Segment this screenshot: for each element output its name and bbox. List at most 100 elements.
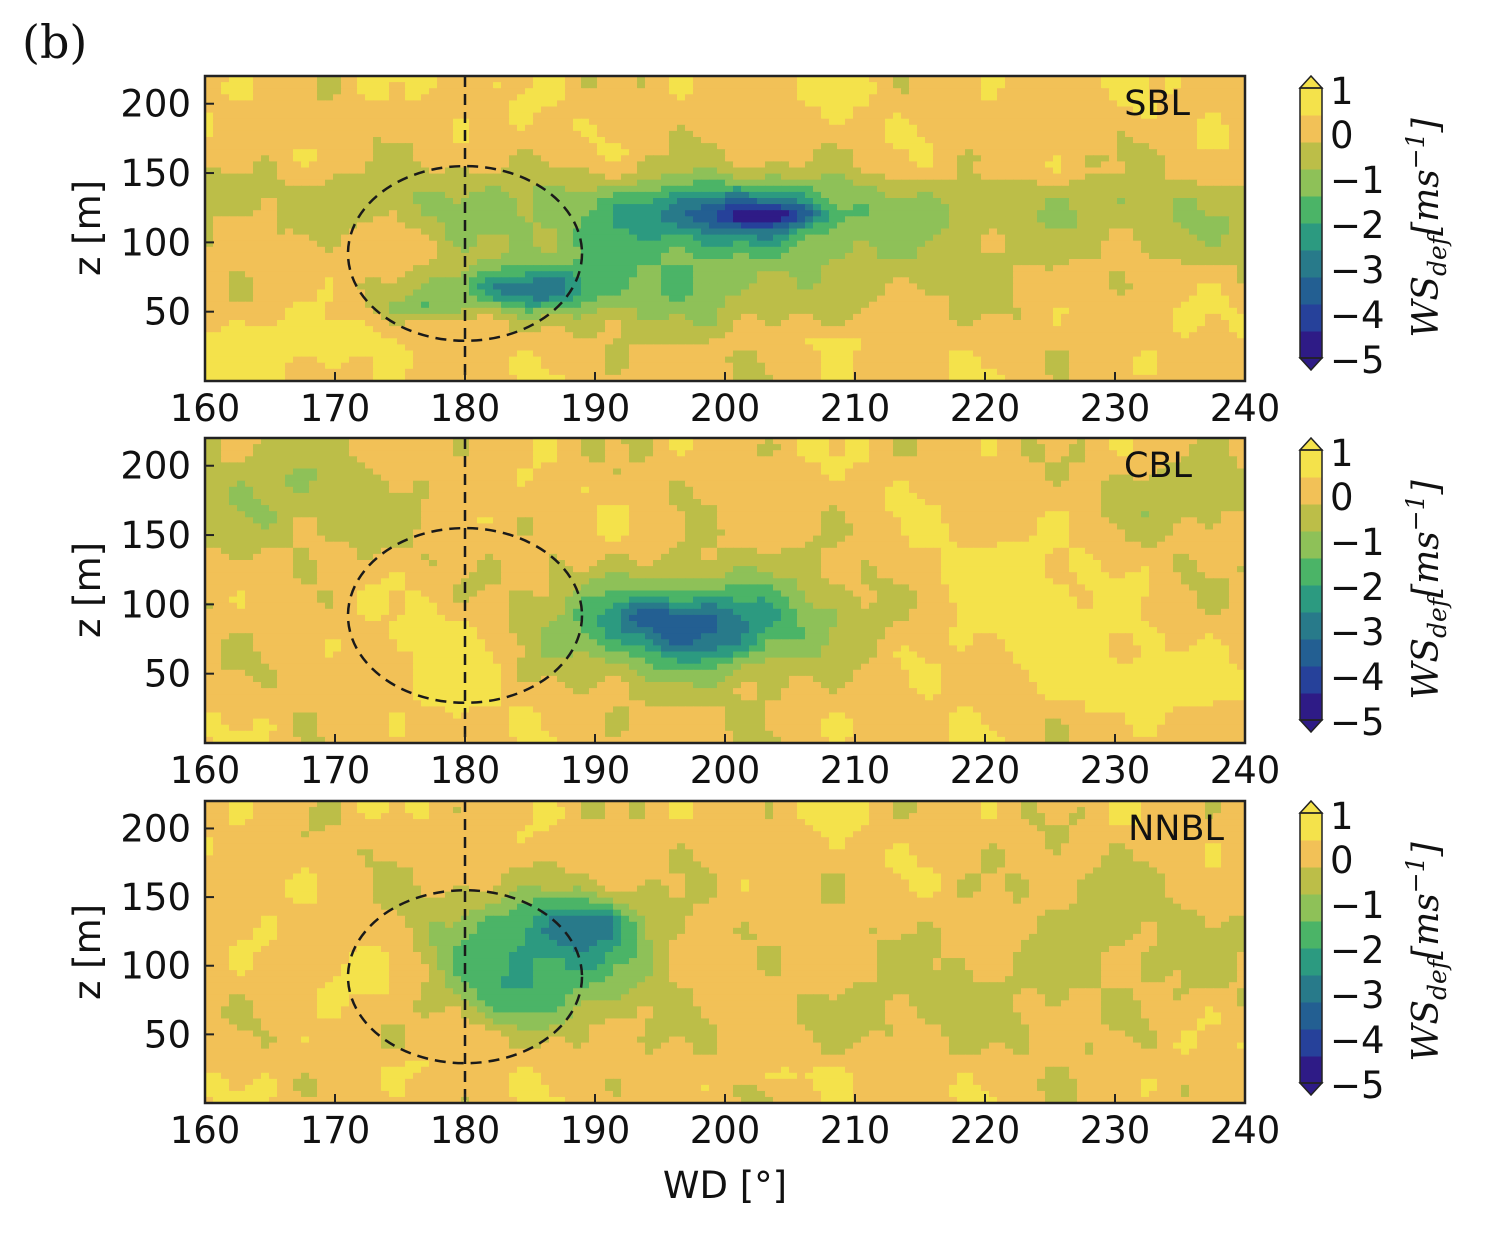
heatmap-cell [573,124,582,132]
heatmap-cell [1133,88,1142,95]
heatmap-cell [941,179,950,187]
heatmap-cell [1117,283,1126,291]
heatmap-cell [1101,191,1110,199]
heatmap-cell [453,149,462,156]
heatmap-cell [1093,295,1102,303]
heatmap-cell [613,130,622,138]
heatmap-cell [341,246,350,254]
heatmap-cell [597,271,606,278]
heatmap-cell [997,149,1006,156]
heatmap-cell [605,234,614,242]
heatmap-cell [581,307,590,315]
heatmap-cell [557,191,566,199]
heatmap-cell [1149,112,1158,120]
heatmap-cell [541,149,550,156]
heatmap-cell [429,301,438,309]
heatmap-cell [997,173,1006,181]
heatmap-cell [509,167,518,175]
heatmap-cell [1157,204,1166,211]
heatmap-cell [901,210,910,217]
heatmap-cell [413,179,422,187]
heatmap-cell [645,94,654,102]
heatmap-cell [381,130,390,138]
heatmap-cell [1165,277,1174,285]
heatmap-cell [1237,295,1245,303]
heatmap-cell [1109,301,1118,309]
heatmap-cell [1029,106,1038,114]
heatmap-cell [965,100,974,108]
heatmap-cell [789,167,798,175]
heatmap-cell [397,185,406,193]
heatmap-cell [677,265,686,272]
heatmap-cell [1109,130,1118,138]
heatmap-cell [581,106,590,114]
heatmap-cell [741,198,750,205]
heatmap-cell [693,130,702,138]
heatmap-cell [477,252,486,260]
heatmap-cell [1069,222,1078,230]
heatmap-cell [437,271,446,278]
heatmap-cell [621,149,630,156]
heatmap-cell [533,143,542,150]
heatmap-cell [461,246,470,254]
heatmap-cell [1085,100,1094,108]
heatmap-cell [389,265,398,272]
heatmap-cell [213,191,222,199]
heatmap-cell [429,222,438,230]
heatmap-cell [925,112,934,120]
heatmap-cell [597,155,606,163]
heatmap-cell [989,246,998,254]
heatmap-cell [877,271,886,278]
heatmap-cell [717,149,726,156]
heatmap-cell [925,82,934,89]
heatmap-cell [1069,82,1078,89]
heatmap-cell [445,228,454,236]
heatmap-cell [1077,240,1086,248]
heatmap-cell [509,307,518,315]
heatmap-cell [501,106,510,114]
heatmap-cell [877,112,886,120]
heatmap-cell [381,228,390,236]
heatmap-cell [717,161,726,169]
heatmap-cell [213,155,222,163]
heatmap-cell [805,222,814,230]
heatmap-cell [1077,277,1086,285]
heatmap-cell [557,283,566,291]
heatmap-cell [1141,88,1150,95]
heatmap-cell [445,259,454,266]
heatmap-cell [637,137,646,144]
heatmap-cell [317,179,326,187]
heatmap-cell [413,222,422,230]
heatmap-cell [965,173,974,181]
heatmap-cell [669,198,678,205]
heatmap-cell [1181,143,1190,150]
heatmap-cell [229,82,238,89]
heatmap-cell [357,124,366,132]
heatmap-cell [1109,222,1118,230]
heatmap-cell [1029,82,1038,89]
heatmap-cell [1133,149,1142,156]
heatmap-cell [973,198,982,205]
heatmap-cell [1213,271,1222,278]
heatmap-cell [901,173,910,181]
heatmap-cell [1109,167,1118,175]
heatmap-cell [877,94,886,102]
heatmap-cell [813,228,822,236]
heatmap-cell [437,173,446,181]
heatmap-cell [309,307,318,315]
heatmap-cell [1205,289,1214,297]
heatmap-cell [477,137,486,144]
heatmap-cell [1013,222,1022,230]
heatmap-cell [333,289,342,297]
heatmap-cell [1157,137,1166,144]
heatmap-cell [1205,155,1214,163]
heatmap-cell [557,301,566,309]
heatmap-cell [1157,112,1166,120]
heatmap-cell [789,289,798,297]
heatmap-cell [709,222,718,230]
heatmap-cell [869,259,878,266]
heatmap-cell [1029,155,1038,163]
heatmap-cell [261,259,270,266]
heatmap-cell [829,198,838,205]
heatmap-cell [413,210,422,217]
